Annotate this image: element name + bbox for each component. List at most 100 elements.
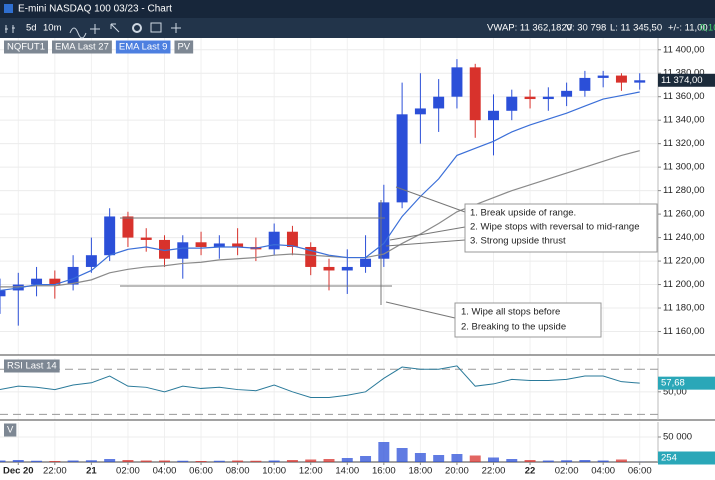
candle-body	[49, 278, 61, 285]
last-stat: L: 11 345,50	[610, 23, 662, 34]
candle-body	[140, 237, 152, 240]
volume-bar	[159, 460, 170, 462]
candle-body	[286, 231, 298, 247]
y-tick-label: 11 280,00	[663, 185, 705, 196]
candle-body	[634, 80, 646, 83]
settings-icon[interactable]	[132, 23, 142, 33]
candle-body	[323, 266, 335, 271]
volume-bar	[250, 460, 262, 462]
note-icon[interactable]	[150, 22, 162, 33]
volume-bar	[12, 460, 24, 462]
tool-icon[interactable]	[90, 24, 100, 34]
candle-body	[213, 243, 225, 247]
y-tick-label: 11 160,00	[663, 326, 705, 337]
volume-bar	[451, 454, 463, 462]
annotation-box	[454, 302, 602, 338]
ema-line	[0, 91, 640, 292]
volume-bar	[506, 459, 518, 462]
candle-body	[451, 67, 463, 97]
volume-bar	[341, 458, 353, 462]
candle-body	[542, 96, 554, 100]
candle-body	[159, 239, 170, 259]
x-tick-label: 16:00	[372, 466, 396, 477]
candle-body	[85, 255, 97, 267]
x-tick-label: 02:00	[116, 466, 140, 477]
x-tick-label: 12:00	[299, 466, 323, 477]
x-tick-label: Dec 20	[3, 466, 34, 477]
candle-body	[561, 90, 573, 97]
y-tick-label: 50 000	[663, 432, 692, 443]
x-tick-label: 06:00	[628, 466, 652, 477]
candle-body	[177, 242, 189, 259]
volume-bar	[378, 442, 390, 462]
x-tick-label: 18:00	[408, 466, 432, 477]
volume-bar	[122, 460, 134, 462]
volume-bar	[49, 461, 61, 462]
annotation-text: 3. Strong upside thrust	[470, 236, 566, 247]
volume-bar	[579, 460, 591, 462]
vwap-stat: VWAP: 11 362,1820	[487, 23, 572, 34]
title-bar	[0, 0, 715, 18]
volume-bar	[213, 460, 225, 462]
add-icon[interactable]	[171, 23, 181, 33]
candle-body	[524, 96, 536, 100]
y-tick-label: 11 340,00	[663, 115, 705, 126]
cursor-icon[interactable]	[110, 23, 120, 33]
candle-body	[31, 278, 43, 285]
candle-body	[104, 216, 116, 256]
annotation-text: 2. Breaking to the upside	[461, 322, 566, 333]
ema-line	[0, 150, 640, 288]
y-tick-label: 11 360,00	[663, 91, 705, 102]
y-tick-label: 11 260,00	[663, 209, 705, 220]
panel-label: RSI Last 14	[7, 361, 57, 372]
candle-body	[378, 202, 390, 259]
annotation-text: 1. Wipe all stops before	[461, 307, 560, 318]
candle-body	[488, 110, 499, 121]
volume-bar	[104, 459, 116, 462]
volume-bar	[561, 460, 573, 462]
arrow	[389, 226, 466, 241]
x-tick-label: 10:00	[262, 466, 286, 477]
interval-button[interactable]: 10m	[43, 23, 62, 34]
x-tick-label: 14:00	[335, 466, 359, 477]
candle-body	[396, 114, 408, 203]
volume-bar	[396, 448, 408, 462]
panel-label: V	[7, 425, 14, 436]
y-tick-label: 11 220,00	[663, 256, 705, 267]
change-pct-stat: 0,10	[700, 23, 715, 34]
volume-bar	[0, 460, 6, 462]
legend-entry: NQFUT1	[7, 42, 45, 53]
volume-bar	[67, 460, 79, 462]
candle-body	[360, 258, 372, 267]
volume-bar	[286, 460, 298, 462]
volume-bar	[597, 460, 609, 462]
last-price-tag-bg	[658, 73, 715, 87]
rsi-line	[0, 365, 640, 398]
legend-entry-bg	[174, 40, 194, 54]
y-tick-label: 11 300,00	[663, 162, 705, 173]
volume-bar	[542, 460, 554, 462]
x-tick-label: 20:00	[445, 466, 469, 477]
x-tick-label: 06:00	[189, 466, 213, 477]
candle-body	[341, 266, 353, 271]
y-tick-label: 11 180,00	[663, 303, 705, 314]
annotation-box	[464, 203, 658, 253]
y-tick-label: 11 240,00	[663, 232, 705, 243]
toolbar	[0, 18, 715, 38]
x-tick-label: 04:00	[153, 466, 177, 477]
chart-type-icon[interactable]	[5, 25, 15, 33]
volume-bar	[414, 453, 426, 462]
volume-bar	[469, 455, 481, 462]
indicator-icon[interactable]	[69, 27, 87, 39]
volume-bar	[232, 460, 244, 462]
range-button[interactable]: 5d	[26, 23, 37, 34]
x-tick-label: 22:00	[43, 466, 67, 477]
x-tick-label: 22	[525, 466, 536, 477]
candle-body	[268, 231, 280, 250]
volume-bar	[177, 460, 189, 462]
panel-label-bg	[4, 359, 60, 373]
legend-entry: EMA Last 27	[55, 42, 109, 53]
volume-bar	[85, 460, 97, 462]
